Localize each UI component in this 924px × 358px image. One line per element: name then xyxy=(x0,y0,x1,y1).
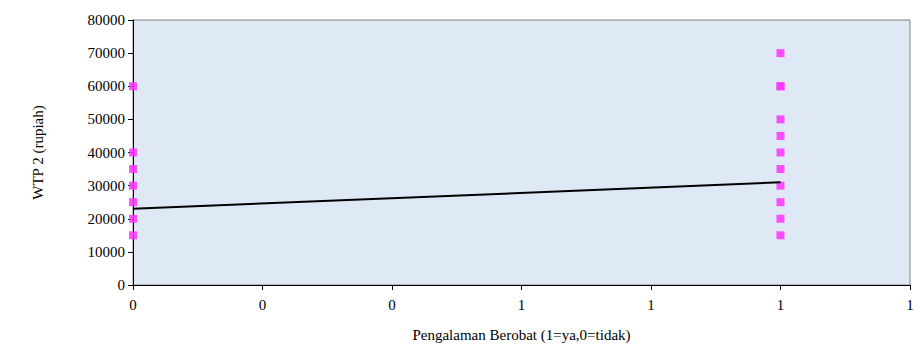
svg-text:0: 0 xyxy=(118,277,126,293)
svg-text:1: 1 xyxy=(518,297,526,313)
svg-text:80000: 80000 xyxy=(88,12,126,28)
svg-text:40000: 40000 xyxy=(88,145,126,161)
svg-text:0: 0 xyxy=(129,297,137,313)
svg-text:30000: 30000 xyxy=(88,178,126,194)
svg-text:1: 1 xyxy=(906,297,914,313)
svg-text:Pengalaman Berobat (1=ya,0=tid: Pengalaman Berobat (1=ya,0=tidak) xyxy=(412,327,630,344)
svg-text:0: 0 xyxy=(259,297,267,313)
svg-text:1: 1 xyxy=(777,297,785,313)
svg-text:20000: 20000 xyxy=(88,211,126,227)
svg-text:1: 1 xyxy=(647,297,655,313)
svg-text:70000: 70000 xyxy=(88,45,126,61)
svg-text:10000: 10000 xyxy=(88,244,126,260)
svg-text:WTP 2 (rupiah): WTP 2 (rupiah) xyxy=(30,105,47,199)
svg-text:60000: 60000 xyxy=(88,78,126,94)
svg-text:50000: 50000 xyxy=(88,111,126,127)
svg-text:0: 0 xyxy=(388,297,396,313)
